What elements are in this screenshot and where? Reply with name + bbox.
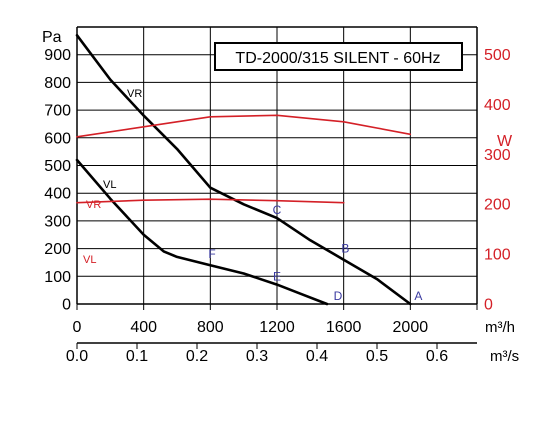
y-tick-label: 900: [44, 47, 71, 64]
x2-tick-label: 0.5: [366, 348, 388, 365]
point-label-b: B: [341, 242, 349, 256]
power-series-label-vr: VR: [86, 199, 101, 211]
x2-axis-unit: m³/s: [490, 348, 519, 365]
x2-tick-label: 0.2: [186, 348, 208, 365]
power-series-label-vl: VL: [83, 254, 96, 266]
point-label-d: D: [334, 289, 343, 303]
point-label-a: A: [414, 289, 422, 303]
y-axis-unit: Pa: [42, 29, 62, 46]
y2-tick-label: 500: [484, 47, 511, 64]
x-tick-label: 1200: [259, 319, 295, 336]
y-tick-label: 0: [62, 297, 71, 314]
power-line-vr: [76, 114, 412, 138]
y2-tick-label: 100: [484, 247, 511, 264]
y2-tick-label: 400: [484, 97, 511, 114]
x2-tick-label: 0.3: [246, 348, 268, 365]
power-line-vl: [76, 198, 345, 204]
x-tick-label: 400: [130, 319, 157, 336]
x-tick-label: 0: [73, 319, 82, 336]
y2-axis-unit: W: [497, 133, 513, 150]
x-tick-label: 2000: [393, 319, 429, 336]
y-tick-label: 800: [44, 75, 71, 92]
pressure-line-vr: [75, 33, 412, 306]
y-tick-label: 500: [44, 158, 71, 175]
x2-tick-label: 0.6: [426, 348, 448, 365]
y-tick-label: 700: [44, 103, 71, 120]
y2-tick-label: 200: [484, 197, 511, 214]
x2-tick-label: 0.4: [306, 348, 328, 365]
pressure-series-label-vl: VL: [103, 179, 116, 191]
y-tick-label: 300: [44, 213, 71, 230]
chart-title: TD-2000/315 SILENT - 60Hz: [235, 50, 440, 67]
y-tick-label: 200: [44, 241, 71, 258]
point-label-f: F: [208, 247, 215, 261]
point-label-e: E: [273, 269, 281, 283]
y2-tick-label: 300: [484, 147, 511, 164]
x-tick-label: 800: [197, 319, 224, 336]
point-label-c: C: [273, 203, 282, 217]
x2-tick-label: 0.0: [66, 348, 88, 365]
x-axis-unit: m³/h: [485, 319, 515, 336]
title-box: [214, 42, 463, 71]
y-tick-label: 600: [44, 130, 71, 147]
pressure-line-vl: [75, 158, 329, 306]
y-tick-label: 100: [44, 269, 71, 286]
x2-tick-label: 0.1: [126, 348, 148, 365]
pressure-series-label-vr: VR: [127, 88, 142, 100]
y-tick-label: 400: [44, 186, 71, 203]
x-tick-label: 1600: [326, 319, 362, 336]
y2-tick-label: 0: [484, 297, 493, 314]
